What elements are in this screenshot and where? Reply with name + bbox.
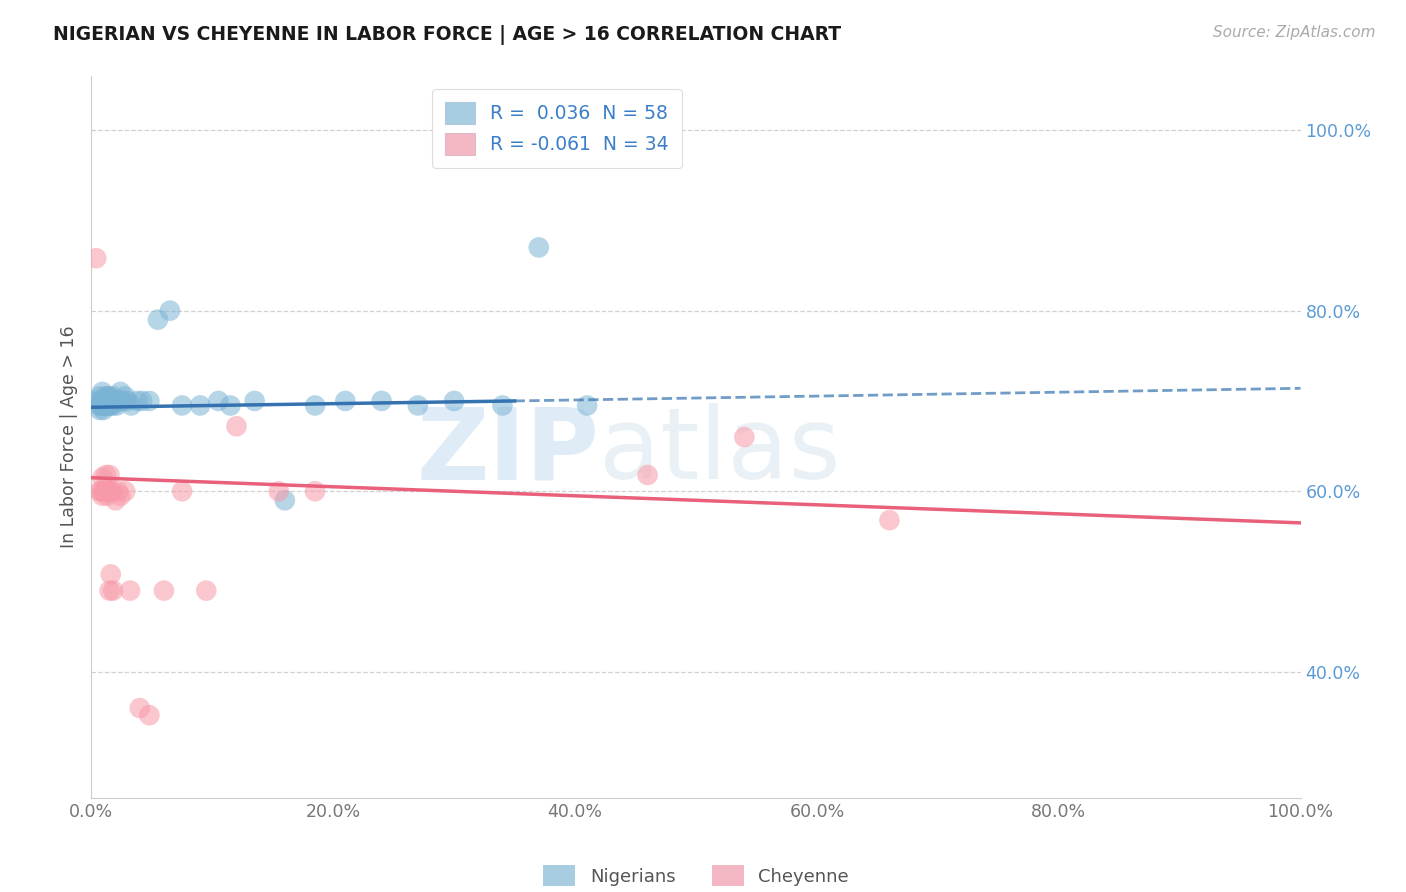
Point [94, 399, 117, 413]
Point [131, 394, 153, 409]
Point [94, 389, 117, 403]
Point [104, 493, 127, 508]
Point [93, 484, 115, 499]
Point [153, 583, 176, 598]
Point [93, 394, 115, 409]
Point [86, 394, 108, 409]
Point [114, 389, 136, 403]
Point [114, 484, 136, 499]
Point [304, 399, 326, 413]
Point [370, 394, 392, 409]
Point [90, 484, 112, 499]
Y-axis label: In Labor Force | Age > 16: In Labor Force | Age > 16 [59, 326, 77, 549]
Point [90, 399, 112, 413]
Point [103, 394, 125, 409]
Point [96, 394, 118, 409]
Point [100, 567, 122, 582]
Point [101, 484, 124, 499]
Point [100, 394, 122, 409]
Point [159, 303, 181, 318]
Text: Source: ZipAtlas.com: Source: ZipAtlas.com [1212, 25, 1375, 40]
Point [101, 583, 124, 598]
Point [96, 484, 118, 499]
Point [146, 312, 169, 326]
Point [527, 240, 550, 254]
Point [94, 484, 117, 499]
Point [120, 399, 142, 413]
Text: atlas: atlas [599, 403, 841, 500]
Point [97, 394, 120, 409]
Point [93, 399, 115, 413]
Point [100, 484, 122, 499]
Point [110, 384, 132, 399]
Point [101, 394, 124, 409]
Point [84, 252, 107, 266]
Text: ZIP: ZIP [416, 403, 599, 500]
Point [91, 489, 114, 503]
Point [96, 489, 118, 503]
Point [94, 468, 117, 483]
Point [89, 484, 111, 499]
Point [110, 489, 132, 503]
Point [879, 513, 901, 527]
Point [93, 394, 115, 409]
Point [100, 399, 122, 413]
Point [128, 701, 150, 715]
Point [637, 468, 659, 483]
Text: NIGERIAN VS CHEYENNE IN LABOR FORCE | AGE > 16 CORRELATION CHART: NIGERIAN VS CHEYENNE IN LABOR FORCE | AG… [53, 25, 842, 45]
Point [98, 468, 121, 483]
Point [98, 399, 121, 413]
Point [97, 484, 120, 499]
Point [733, 430, 755, 444]
Point [96, 389, 118, 403]
Point [172, 399, 194, 413]
Point [111, 394, 134, 409]
Point [91, 399, 114, 413]
Point [94, 394, 117, 409]
Point [97, 399, 120, 413]
Point [443, 394, 465, 409]
Point [89, 403, 111, 417]
Point [188, 399, 211, 413]
Point [117, 394, 139, 409]
Point [91, 384, 114, 399]
Point [93, 403, 115, 417]
Point [107, 394, 129, 409]
Point [101, 389, 124, 403]
Point [243, 394, 266, 409]
Point [304, 484, 326, 499]
Point [491, 399, 513, 413]
Point [207, 394, 229, 409]
Point [90, 394, 112, 409]
Point [138, 394, 160, 409]
Point [91, 471, 114, 485]
Point [108, 394, 131, 409]
Point [225, 419, 247, 434]
Point [87, 399, 110, 413]
Point [93, 399, 115, 413]
Point [195, 583, 218, 598]
Point [335, 394, 357, 409]
Point [127, 394, 149, 409]
Point [107, 484, 129, 499]
Point [172, 484, 194, 499]
Point [98, 389, 121, 403]
Point [96, 399, 118, 413]
Point [104, 394, 127, 409]
Point [120, 583, 142, 598]
Point [98, 394, 121, 409]
Point [138, 708, 160, 723]
Point [89, 389, 111, 403]
Point [219, 399, 242, 413]
Point [406, 399, 429, 413]
Point [98, 583, 121, 598]
Point [93, 484, 115, 499]
Point [105, 399, 128, 413]
Point [101, 399, 124, 413]
Legend: Nigerians, Cheyenne: Nigerians, Cheyenne [536, 858, 856, 892]
Point [576, 399, 599, 413]
Point [267, 484, 290, 499]
Point [274, 493, 297, 508]
